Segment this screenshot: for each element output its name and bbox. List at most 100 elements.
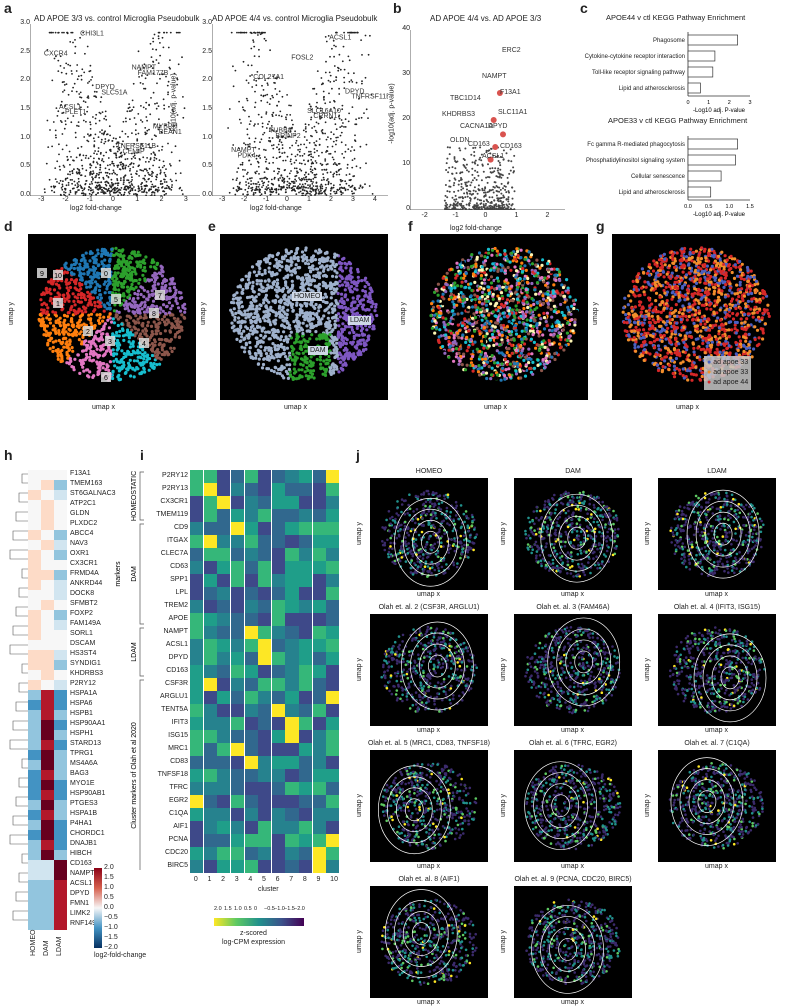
cell-point bbox=[93, 300, 97, 305]
cell-point bbox=[107, 306, 111, 310]
data-point bbox=[242, 193, 244, 196]
data-point bbox=[266, 82, 269, 85]
data-point bbox=[499, 155, 502, 158]
data-point bbox=[89, 123, 92, 126]
data-point bbox=[335, 128, 338, 131]
cell-point bbox=[88, 300, 92, 304]
data-point bbox=[460, 177, 462, 179]
data-point bbox=[296, 170, 298, 173]
cell-point bbox=[88, 370, 92, 374]
data-point bbox=[323, 168, 326, 171]
cell-point bbox=[145, 310, 149, 314]
cell-point bbox=[352, 356, 357, 360]
data-point bbox=[295, 167, 298, 170]
data-point bbox=[341, 153, 344, 155]
cell-point bbox=[84, 352, 89, 357]
data-point bbox=[139, 82, 142, 84]
data-point bbox=[337, 109, 339, 112]
cell-point bbox=[142, 295, 146, 299]
cell-point bbox=[150, 261, 154, 265]
data-point bbox=[176, 78, 179, 81]
data-point bbox=[135, 172, 137, 175]
data-point bbox=[299, 155, 301, 157]
tick-label: 2 bbox=[728, 100, 731, 106]
data-point bbox=[320, 189, 322, 192]
cell-point bbox=[114, 246, 118, 250]
cell-point bbox=[263, 348, 267, 352]
data-point bbox=[340, 168, 342, 170]
data-point bbox=[165, 187, 168, 190]
cell-point bbox=[283, 302, 288, 306]
data-point bbox=[510, 208, 513, 210]
data-point bbox=[108, 192, 111, 194]
data-point bbox=[99, 163, 102, 166]
data-point bbox=[346, 167, 349, 169]
cell-point bbox=[299, 362, 303, 366]
data-point bbox=[349, 31, 352, 34]
data-point bbox=[507, 198, 510, 201]
data-point bbox=[86, 110, 88, 113]
data-point bbox=[145, 132, 148, 135]
data-point bbox=[475, 205, 478, 208]
data-point bbox=[285, 116, 287, 119]
cell-point bbox=[338, 284, 342, 288]
data-point bbox=[157, 62, 160, 64]
data-point bbox=[498, 186, 501, 189]
cell-point bbox=[296, 255, 300, 260]
data-point bbox=[305, 171, 307, 174]
cell-point bbox=[288, 363, 292, 367]
data-point bbox=[74, 184, 77, 187]
data-point bbox=[505, 191, 508, 194]
cell-point bbox=[54, 339, 58, 343]
data-point bbox=[107, 140, 110, 142]
cell-point bbox=[106, 301, 110, 305]
cell-point bbox=[257, 351, 261, 355]
cell-point bbox=[142, 288, 146, 292]
cell-point bbox=[98, 316, 102, 320]
cell-point bbox=[81, 365, 85, 369]
data-point bbox=[260, 193, 263, 196]
data-point bbox=[464, 207, 467, 210]
data-point bbox=[476, 204, 479, 207]
data-point bbox=[97, 174, 100, 176]
data-point bbox=[293, 188, 295, 191]
data-point bbox=[301, 183, 304, 186]
data-point bbox=[462, 164, 465, 166]
data-point bbox=[341, 104, 344, 107]
data-point bbox=[506, 182, 509, 185]
data-point bbox=[296, 172, 299, 174]
cell-point bbox=[354, 345, 358, 349]
cell-point bbox=[39, 298, 43, 302]
data-point bbox=[247, 187, 250, 190]
data-point bbox=[344, 150, 347, 153]
data-point bbox=[271, 144, 273, 147]
data-point bbox=[61, 81, 64, 84]
gene-label: ACSL1 bbox=[482, 153, 504, 160]
highlight-point bbox=[496, 90, 503, 96]
data-point bbox=[89, 155, 92, 158]
data-point bbox=[142, 156, 145, 159]
kegg-bar bbox=[687, 50, 716, 62]
cell-point bbox=[145, 354, 149, 358]
data-point bbox=[85, 169, 88, 172]
cell-point bbox=[158, 306, 162, 310]
data-point bbox=[153, 33, 156, 36]
data-point bbox=[482, 203, 485, 206]
data-point bbox=[279, 188, 282, 191]
data-point bbox=[351, 192, 354, 195]
cell-point bbox=[260, 273, 264, 277]
cell-point bbox=[179, 309, 183, 313]
cell-point bbox=[251, 280, 255, 284]
data-point bbox=[307, 184, 309, 187]
data-point bbox=[324, 121, 327, 124]
cell-point bbox=[116, 317, 120, 321]
data-point bbox=[288, 104, 290, 107]
data-point bbox=[305, 146, 308, 149]
cell-point bbox=[87, 280, 91, 284]
data-point bbox=[238, 147, 240, 150]
data-point bbox=[344, 126, 347, 128]
data-point bbox=[100, 151, 102, 154]
tick-label: 40 bbox=[402, 25, 410, 32]
cell-point bbox=[318, 358, 323, 362]
cell-point bbox=[170, 326, 174, 330]
